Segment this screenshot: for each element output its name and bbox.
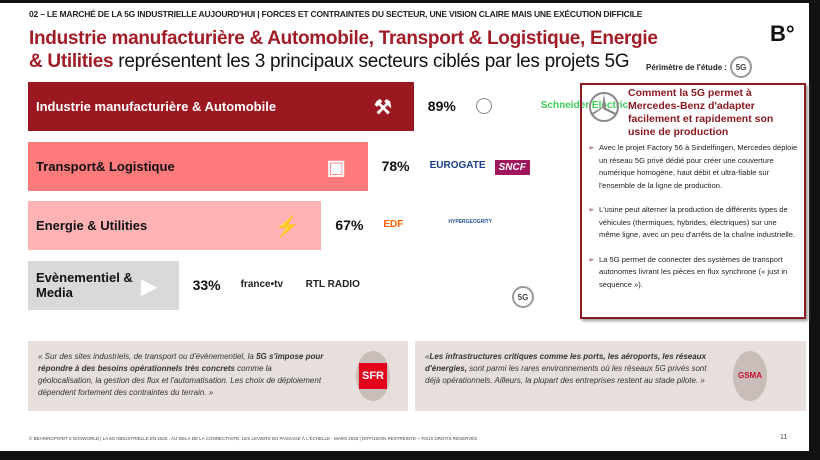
footer-text: © BEARINGPOINT X DIGIWORLD | LA 5G INDUS… <box>29 436 478 441</box>
5g-badge-small: 5G <box>512 286 534 308</box>
page-title: Industrie manufacturière & Automobile, T… <box>29 27 669 73</box>
bar-4: Evènementiel & Media ▶ <box>28 260 179 310</box>
quote-text: « <box>425 352 430 361</box>
bar-label: Transport& Logistique <box>36 158 175 174</box>
value-label: 78% <box>381 157 410 174</box>
gsma-logo: GSMA <box>733 351 767 401</box>
robot-arm-icon: ⚒ <box>373 97 392 119</box>
slide: 02 – LE MARCHÉ DE LA 5G INDUSTRIELLE AUJ… <box>0 3 809 451</box>
bar-1: Industrie manufacturière & Automobile ⚒ <box>28 82 414 131</box>
mercedes-logo-icon <box>475 98 492 114</box>
sfr-logo: SFR <box>356 351 390 401</box>
quote-bold: Les infrastructures critiques comme les … <box>425 352 707 373</box>
case-bullets: Avec le projet Factory 56 à Sindelfingen… <box>588 142 798 303</box>
value-label: 33% <box>192 276 221 293</box>
case-bullet: L'usine peut alterner la production de d… <box>588 204 798 242</box>
quote-text: « Sur des sites industriels, de transpor… <box>38 352 257 361</box>
gsma-quote: «Les infrastructures critiques comme les… <box>415 341 806 411</box>
quote-text: sont parmi les rares environnements où l… <box>425 364 707 385</box>
bar-label: Industrie manufacturière & Automobile <box>36 99 277 114</box>
brand-logo: HYPERGEOGRITY <box>448 219 493 225</box>
mercedes-case-box: Comment la 5G permet à Mercedes-Benz d'a… <box>580 83 806 319</box>
value-label: 89% <box>427 98 456 114</box>
value-label: 67% <box>335 217 364 233</box>
sfr-logo-text: SFR <box>359 363 387 389</box>
page-number: 11 <box>780 434 788 441</box>
brand-logo: RTL RADIO <box>305 278 360 290</box>
bar-2: Transport& Logistique ▣ <box>28 141 368 191</box>
brand-logo: EDF <box>383 219 404 230</box>
title-rest: représentent les 3 principaux secteurs c… <box>113 51 630 72</box>
perimeter-text: Périmètre de l'étude : <box>646 62 728 72</box>
bar-label: Energie & Utilities <box>36 218 148 233</box>
brand-logo: Schneider Electric <box>540 100 629 111</box>
bar-label: Evènementiel & Media <box>36 270 133 300</box>
camera-icon: ▶ <box>141 275 157 298</box>
brand-logo: france•tv <box>240 278 284 290</box>
case-title: Comment la 5G permet à Mercedes-Benz d'a… <box>628 87 774 138</box>
quote-text: comme la géolocalisation, la gestion des… <box>38 364 322 397</box>
section-kicker: 02 – LE MARCHÉ DE LA 5G INDUSTRIELLE AUJ… <box>29 9 643 19</box>
sfr-quote: « Sur des sites industriels, de transpor… <box>28 341 408 411</box>
brand-logo: SNCF <box>494 159 530 175</box>
case-bullet: La 5G permet de connecter des systèmes d… <box>588 254 798 292</box>
bar-3: Energie & Utilities ⚡ <box>28 201 322 250</box>
bearingpoint-logo: B° <box>770 21 795 46</box>
brand-logo: EUROGATE <box>429 159 486 171</box>
battery-icon: ⚡ <box>274 216 300 238</box>
perimeter-label: Périmètre de l'étude :5G <box>646 56 753 78</box>
box-icon: ▣ <box>326 156 346 179</box>
mercedes-logo-icon <box>589 92 619 122</box>
title-highlight: Industrie manufacturière & Automobile, T… <box>29 28 658 72</box>
quote-bold: 5G s'impose pour répondre à des besoins … <box>38 352 324 373</box>
case-bullet: Avec le projet Factory 56 à Sindelfingen… <box>588 142 798 192</box>
5g-badge: 5G <box>730 56 753 78</box>
